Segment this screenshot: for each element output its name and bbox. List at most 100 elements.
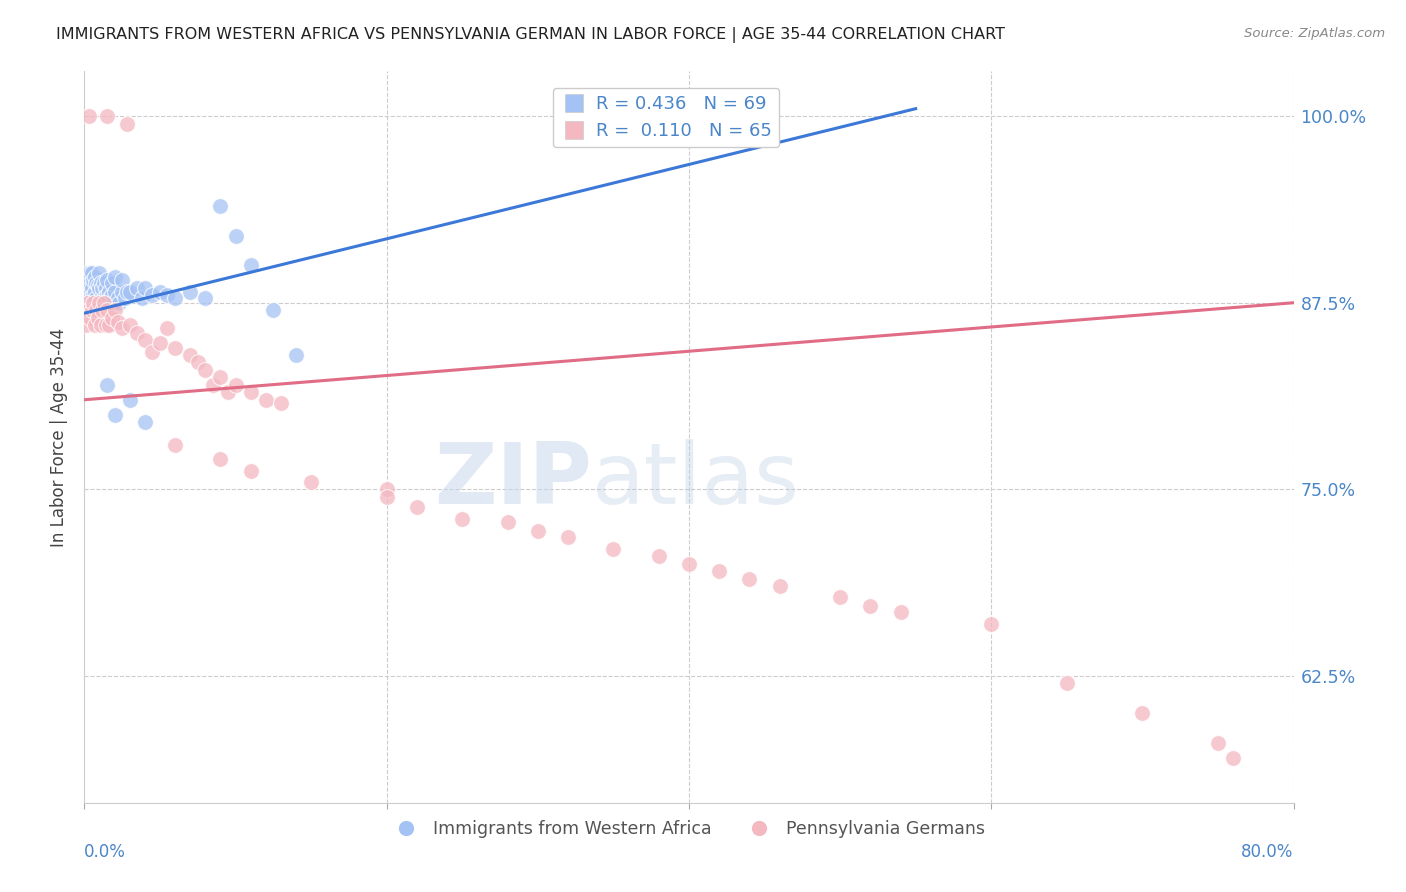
Point	[156, 321, 179, 335]
Point	[179, 348, 201, 362]
Point	[114, 291, 136, 305]
Point	[77, 303, 100, 318]
Point	[97, 318, 120, 332]
Point	[84, 270, 107, 285]
Point	[890, 605, 912, 619]
Point	[451, 512, 474, 526]
Point	[79, 266, 101, 280]
Point	[82, 273, 104, 287]
Text: 80.0%: 80.0%	[1241, 843, 1294, 861]
Point	[96, 109, 118, 123]
Text: atlas: atlas	[592, 440, 800, 523]
Text: Source: ZipAtlas.com: Source: ZipAtlas.com	[1244, 27, 1385, 40]
Point	[209, 370, 232, 384]
Point	[270, 396, 292, 410]
Point	[100, 310, 122, 325]
Point	[239, 385, 262, 400]
Point	[217, 385, 239, 400]
Legend: Immigrants from Western Africa, Pennsylvania Germans: Immigrants from Western Africa, Pennsylv…	[385, 814, 993, 846]
Point	[1130, 706, 1153, 721]
Point	[134, 415, 156, 429]
Point	[76, 295, 98, 310]
Point	[76, 266, 98, 280]
Point	[96, 273, 118, 287]
Point	[89, 295, 111, 310]
Point	[104, 303, 127, 318]
Point	[77, 303, 100, 318]
Point	[90, 291, 112, 305]
Point	[80, 295, 103, 310]
Point	[262, 303, 284, 318]
Point	[90, 277, 112, 291]
Point	[285, 348, 308, 362]
Point	[179, 285, 201, 300]
Point	[80, 266, 103, 280]
Point	[100, 277, 122, 291]
Point	[108, 295, 131, 310]
Point	[89, 281, 111, 295]
Point	[127, 281, 149, 295]
Point	[76, 295, 98, 310]
Point	[115, 285, 138, 300]
Point	[375, 490, 398, 504]
Point	[94, 295, 117, 310]
Point	[299, 475, 322, 489]
Point	[118, 285, 141, 300]
Point	[96, 377, 118, 392]
Point	[94, 318, 117, 332]
Point	[111, 285, 134, 300]
Text: ZIP: ZIP	[434, 440, 592, 523]
Point	[254, 392, 277, 407]
Point	[209, 452, 232, 467]
Point	[194, 363, 217, 377]
Point	[96, 303, 118, 318]
Point	[79, 281, 101, 295]
Point	[79, 310, 101, 325]
Point	[118, 392, 141, 407]
Point	[82, 288, 104, 302]
Point	[84, 318, 107, 332]
Point	[82, 295, 104, 310]
Point	[738, 572, 761, 586]
Point	[1056, 676, 1078, 690]
Point	[156, 288, 179, 302]
Point	[86, 277, 108, 291]
Point	[82, 303, 104, 318]
Point	[107, 315, 129, 329]
Point	[80, 303, 103, 318]
Point	[77, 109, 100, 123]
Point	[77, 288, 100, 302]
Point	[96, 288, 118, 302]
Point	[75, 318, 97, 332]
Point	[406, 500, 429, 515]
Point	[104, 408, 127, 422]
Point	[97, 285, 120, 300]
Point	[93, 295, 115, 310]
Point	[375, 483, 398, 497]
Point	[127, 326, 149, 340]
Point	[104, 285, 127, 300]
Point	[201, 377, 224, 392]
Point	[194, 291, 217, 305]
Point	[1222, 751, 1244, 765]
Point	[80, 281, 103, 295]
Point	[101, 295, 124, 310]
Point	[86, 291, 108, 305]
Point	[91, 281, 114, 295]
Point	[100, 288, 122, 302]
Point	[1206, 736, 1229, 750]
Point	[84, 295, 107, 310]
Point	[141, 345, 163, 359]
Point	[980, 616, 1002, 631]
Point	[84, 285, 107, 300]
Point	[118, 318, 141, 332]
Point	[187, 355, 209, 369]
Point	[769, 579, 792, 593]
Point	[225, 377, 247, 392]
Point	[87, 295, 110, 310]
Y-axis label: In Labor Force | Age 35-44: In Labor Force | Age 35-44	[51, 327, 69, 547]
Point	[209, 199, 232, 213]
Point	[86, 303, 108, 318]
Point	[89, 295, 111, 310]
Point	[91, 303, 114, 318]
